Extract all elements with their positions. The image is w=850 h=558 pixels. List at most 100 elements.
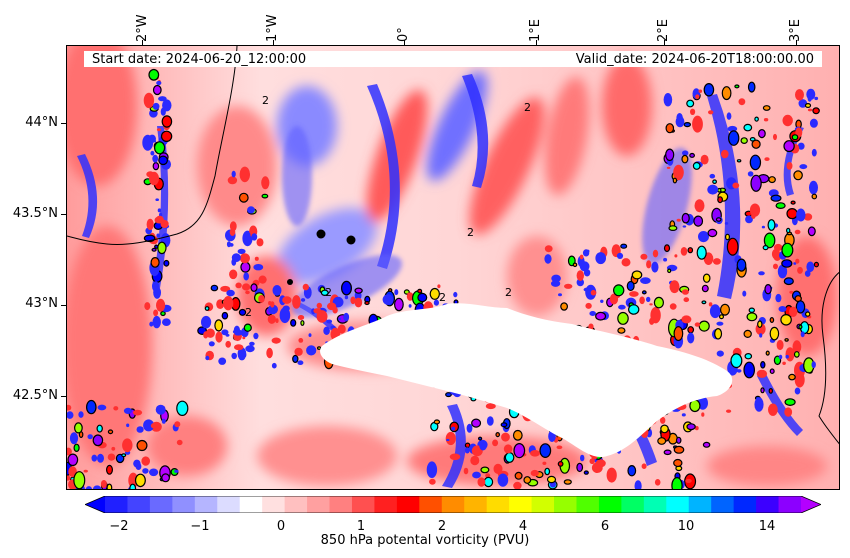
convective-cell <box>804 102 812 108</box>
convective-cell <box>763 118 769 122</box>
convective-cell <box>649 303 653 306</box>
convective-cell <box>220 285 231 292</box>
convective-cell <box>275 318 279 323</box>
colorbar-title: 850 hPa potental vorticity (PVU) <box>320 533 530 548</box>
convective-cell <box>162 99 172 112</box>
convective-cell <box>500 422 508 428</box>
convective-cell <box>174 469 179 473</box>
convective-cell <box>784 407 793 417</box>
convective-cell <box>714 327 723 340</box>
colorbar-segment <box>643 496 667 513</box>
lat-tick <box>61 214 66 215</box>
convective-cell <box>107 453 116 461</box>
convective-cell <box>85 486 93 489</box>
lon-label-2w: 2°W <box>135 14 150 42</box>
convective-cell <box>158 155 168 166</box>
convective-cell <box>717 187 722 193</box>
convective-cell <box>231 253 241 262</box>
colorbar-segment <box>756 496 780 513</box>
convective-cell <box>152 84 162 96</box>
convective-cell <box>227 176 238 185</box>
convective-cell <box>451 426 456 431</box>
convective-cell <box>791 134 799 141</box>
convective-cell <box>495 432 501 438</box>
convective-cell <box>239 166 250 183</box>
convective-cell <box>807 95 812 102</box>
convective-cell <box>544 467 551 476</box>
convective-cell <box>272 285 282 296</box>
convective-cell <box>736 369 742 373</box>
convective-cell <box>795 300 806 314</box>
convective-cell <box>797 266 803 274</box>
convective-cell <box>544 254 552 264</box>
valid-date-label: Valid_date: 2024-06-20T18:00:00.00 <box>575 52 814 67</box>
convective-cell <box>708 302 713 307</box>
contour-label: 2 <box>262 94 269 107</box>
convective-cell <box>268 304 278 315</box>
convective-cell <box>208 341 215 347</box>
colorbar-segment <box>666 496 690 513</box>
convective-cell <box>770 194 782 202</box>
convective-cell <box>768 176 776 184</box>
convective-cell <box>721 86 732 101</box>
convective-cell <box>111 446 116 451</box>
convective-cells: 2 2 2 2 2 2 2 <box>67 68 820 489</box>
convective-cell <box>292 354 299 363</box>
convective-cell <box>271 362 277 369</box>
convective-cell <box>750 174 762 192</box>
convective-cell <box>809 180 818 195</box>
convective-cell <box>692 161 701 170</box>
convective-cell <box>762 105 771 111</box>
convective-cell <box>707 184 719 195</box>
convective-cell <box>85 399 97 415</box>
lon-label-1w: 1°W <box>265 14 280 42</box>
convective-cell <box>784 338 789 342</box>
lon-label-2e: 2°E <box>656 19 671 42</box>
convective-cell <box>246 232 251 239</box>
convective-cell <box>701 412 705 417</box>
lon-label-1e: 1°E <box>528 19 543 42</box>
convective-cell <box>681 154 689 164</box>
convective-cell <box>781 242 794 258</box>
convective-cell <box>726 409 732 413</box>
colorbar-extend-min <box>85 496 105 513</box>
colorbar-segment <box>778 496 802 513</box>
convective-cell <box>685 478 692 483</box>
convective-cell <box>794 229 801 235</box>
convective-cell <box>501 432 510 442</box>
convective-cell <box>617 327 626 334</box>
convective-cell <box>681 413 686 417</box>
convective-cell <box>813 261 820 268</box>
convective-cell <box>799 164 808 170</box>
convective-cell <box>583 269 591 277</box>
convective-cell <box>466 423 473 433</box>
colorbar <box>85 496 821 513</box>
convective-cell <box>133 459 141 468</box>
convective-cell <box>560 302 569 311</box>
convective-cell <box>721 149 729 159</box>
colorbar-segment <box>105 496 128 513</box>
convective-cell <box>761 225 766 229</box>
convective-cell <box>663 257 668 262</box>
convective-cell <box>682 150 689 156</box>
convective-cell <box>316 302 322 309</box>
convective-cell <box>308 333 312 337</box>
convective-cell <box>407 292 411 295</box>
convective-cell <box>682 225 687 228</box>
convective-cell <box>97 453 104 463</box>
convective-cell <box>580 454 585 462</box>
lat-label-44n: 44°N <box>25 115 58 130</box>
convective-cell <box>229 269 238 280</box>
convective-cell <box>775 202 786 210</box>
convective-cell <box>204 306 210 311</box>
convective-cell <box>785 354 789 359</box>
convective-cell <box>258 295 265 303</box>
convective-cell <box>769 326 780 341</box>
colorbar-segment <box>576 496 600 513</box>
convective-cell <box>687 247 694 254</box>
convective-cell <box>161 473 170 483</box>
convective-cell <box>572 262 578 268</box>
convective-cell <box>743 123 753 132</box>
convective-cell <box>382 294 394 305</box>
convective-cell <box>646 296 651 302</box>
